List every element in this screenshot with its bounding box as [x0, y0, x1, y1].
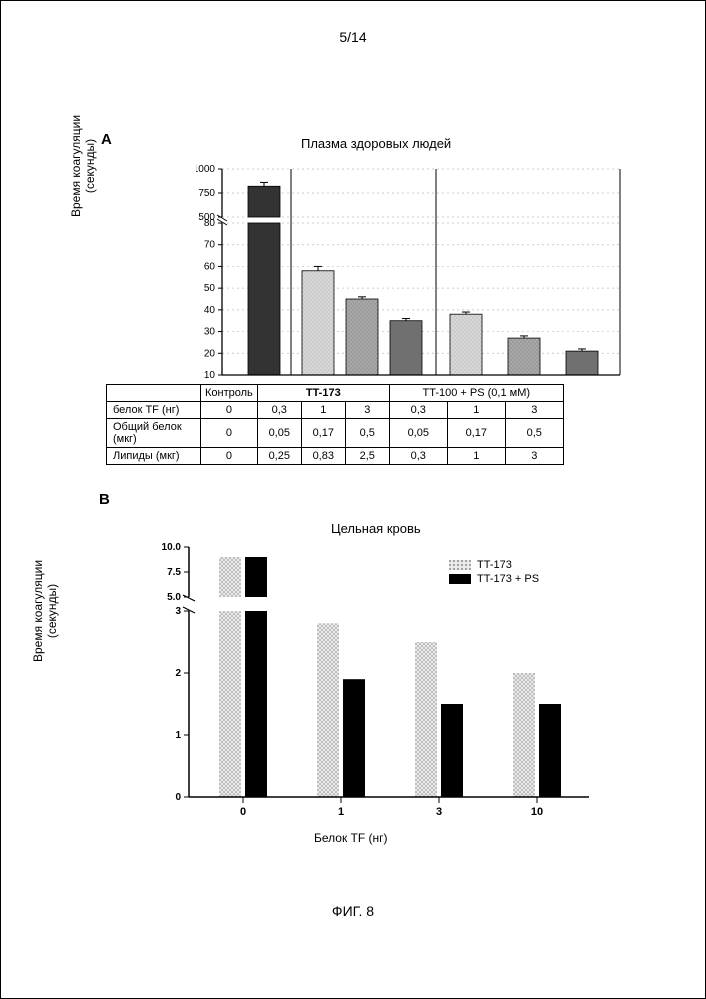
svg-text:40: 40: [204, 305, 216, 316]
svg-text:1000: 1000: [196, 164, 215, 175]
svg-text:7.5: 7.5: [167, 567, 181, 578]
svg-text:10: 10: [531, 806, 543, 818]
svg-text:1: 1: [338, 806, 344, 818]
svg-text:10.0: 10.0: [162, 542, 182, 553]
svg-text:10: 10: [204, 370, 216, 381]
svg-text:20: 20: [204, 348, 216, 359]
chart-a: 10203040506070805007501000: [196, 161, 626, 381]
svg-text:1: 1: [175, 730, 181, 741]
svg-text:30: 30: [204, 327, 216, 338]
svg-text:3: 3: [175, 606, 181, 617]
panel-b-label: B: [99, 491, 110, 508]
chart-a-title: Плазма здоровых людей: [301, 136, 451, 151]
svg-text:3: 3: [436, 806, 442, 818]
chart-b-ylabel: Время коагуляции(секунды): [31, 541, 59, 681]
chart-b-xlabel: Белок TF (нг): [314, 831, 388, 845]
chart-a-ylabel: Время коагуляции(секунды): [69, 106, 97, 226]
svg-text:500: 500: [198, 212, 215, 223]
svg-text:70: 70: [204, 240, 216, 251]
figure-caption: ФИГ. 8: [1, 903, 705, 919]
svg-text:5.0: 5.0: [167, 592, 181, 603]
svg-text:0: 0: [240, 806, 246, 818]
chart-b-legend: TT-173TT-173 + PS: [449, 559, 539, 587]
chart-a-table: КонтрольTT-173TT-100 + PS (0,1 мМ)белок …: [106, 384, 564, 465]
svg-text:50: 50: [204, 283, 216, 294]
svg-text:750: 750: [198, 188, 215, 199]
svg-text:0: 0: [175, 792, 181, 803]
chart-b-title: Цельная кровь: [331, 521, 421, 536]
svg-text:60: 60: [204, 261, 216, 272]
panel-a-label: A: [101, 131, 112, 148]
page-number: 5/14: [1, 29, 705, 45]
svg-text:2: 2: [175, 668, 181, 679]
